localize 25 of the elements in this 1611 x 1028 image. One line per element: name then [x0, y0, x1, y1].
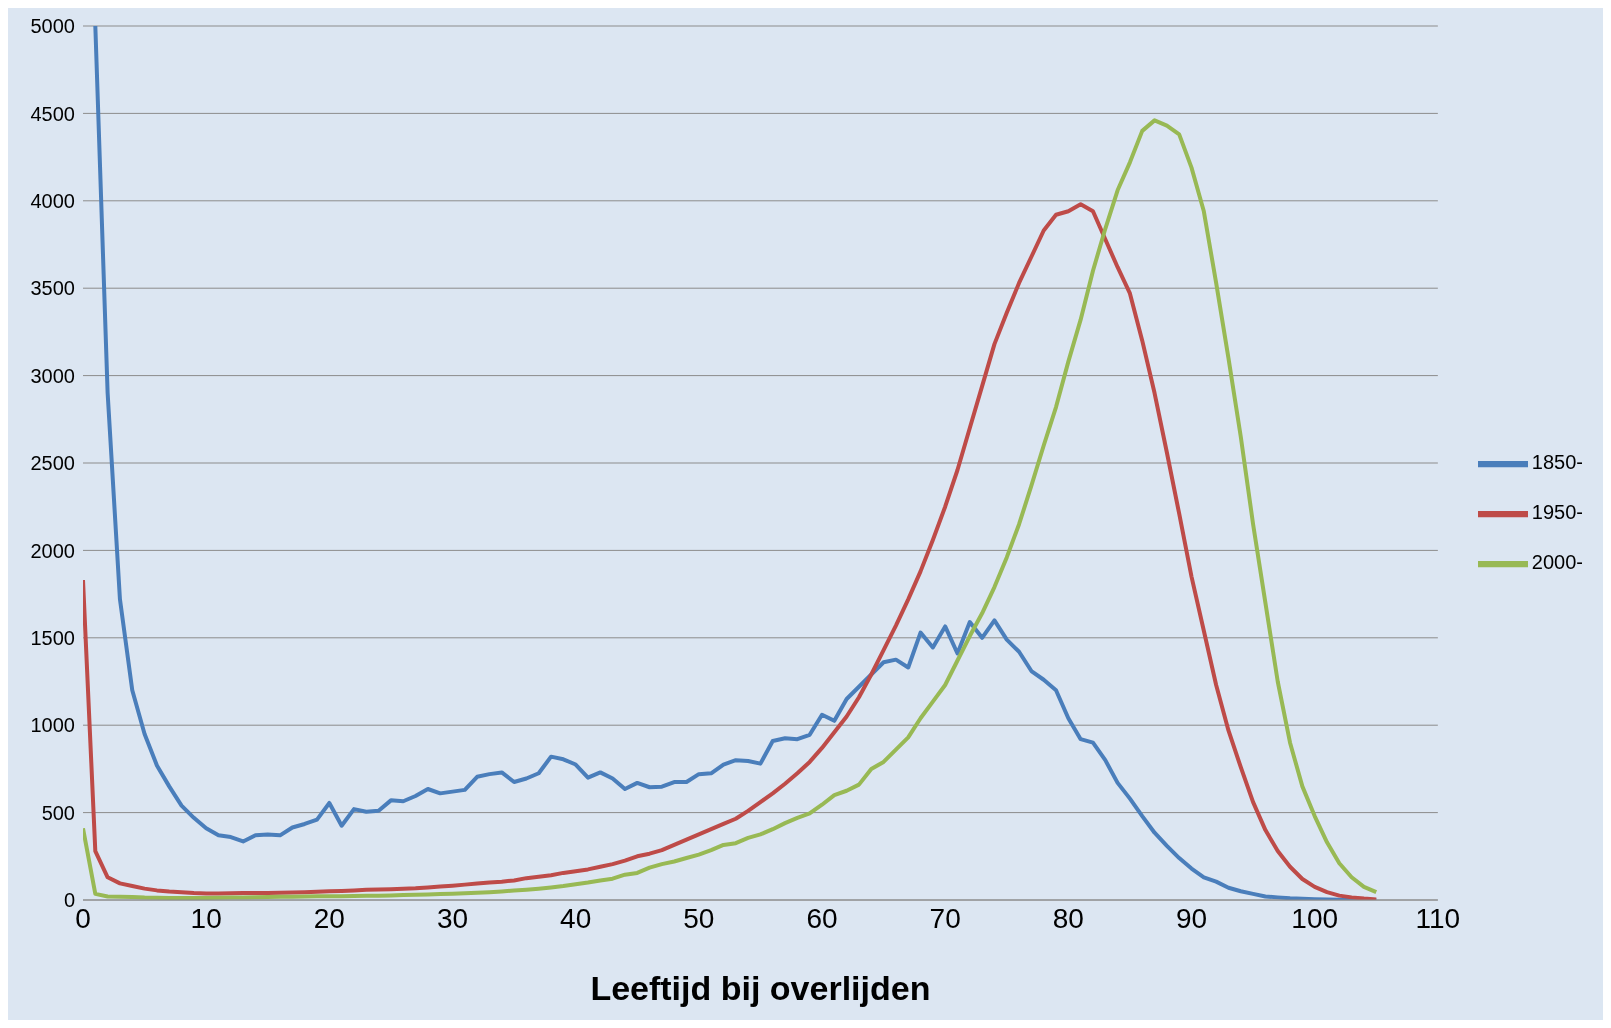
x-tick-label: 110 [1415, 902, 1461, 934]
y-tick-label: 1000 [30, 714, 75, 737]
y-tick-label: 2000 [30, 539, 75, 562]
x-tick-label: 30 [436, 902, 469, 934]
y-tick-label: 4500 [30, 102, 75, 125]
x-tick-label: 40 [560, 902, 592, 934]
legend-label: 1950- [1531, 501, 1583, 524]
x-tick-label: 90 [1175, 902, 1208, 934]
y-tick-label: 4000 [30, 189, 75, 212]
y-tick-label: 3000 [30, 364, 75, 387]
x-tick-label: 10 [190, 902, 222, 934]
y-tick-label: 3500 [30, 277, 75, 300]
x-tick-label: 100 [1291, 902, 1339, 934]
y-tick-label: 5000 [30, 15, 75, 38]
x-tick-label: 20 [313, 902, 345, 934]
x-tick-label: 70 [929, 902, 961, 934]
y-tick-label: 500 [41, 801, 75, 824]
x-axis-title: Leeftijd bij overlijden [590, 969, 931, 1007]
legend-label: 1850- [1531, 451, 1583, 474]
x-tick-label: 50 [683, 902, 715, 934]
legend-label: 2000- [1531, 551, 1583, 574]
y-tick-label: 2500 [30, 452, 75, 475]
y-tick-label: 1500 [30, 626, 75, 649]
x-tick-label: 80 [1052, 902, 1084, 934]
x-tick-label: 60 [806, 902, 838, 934]
